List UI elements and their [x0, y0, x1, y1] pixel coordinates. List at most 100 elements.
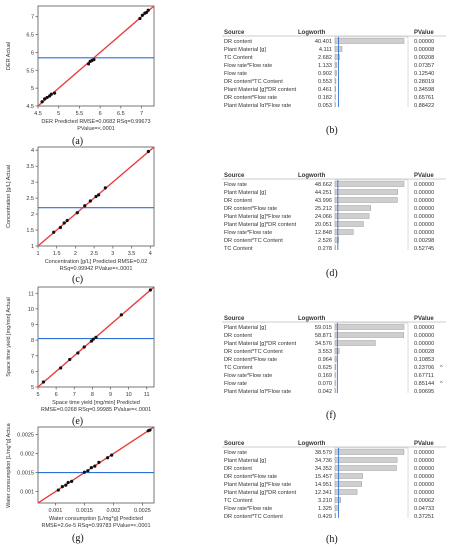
x-tick-label: 0.0015 [76, 508, 93, 514]
row-pvalue: 0.12540 [414, 71, 434, 77]
y-axis-label: Space time yield [mg/min] Actual [6, 297, 12, 376]
actual-vs-predicted-plot-e: 5 6 7 8 9 10 11 5 6 7 8 9 10 11 Space time yield [mg/m… [6, 286, 155, 413]
col-header-source: Source [224, 316, 245, 322]
row-pvalue: 0.00298 [414, 238, 434, 244]
data-point [97, 460, 101, 464]
row-pvalue: 0.00028 [414, 349, 434, 355]
x-tick-label: 2.5 [90, 251, 98, 257]
row-source: DR content*Flow rate [224, 95, 277, 101]
data-point [62, 221, 66, 225]
row-logworth: 0.169 [318, 373, 332, 379]
row-source: DR content [224, 198, 252, 204]
row-logworth: 34.352 [315, 466, 332, 472]
data-point [59, 366, 63, 370]
logworth-bar [334, 505, 338, 511]
row-pvalue: 0.37251 [414, 514, 434, 518]
data-point [91, 337, 95, 341]
row-logworth: 58.871 [315, 333, 332, 339]
y-tick-label: 9 [31, 323, 34, 329]
data-point [119, 313, 123, 317]
actual-vs-predicted-plot-a: 4.5 5 5.5 6 6.5 7 4.5 5 5.5 6 6.5 7 DER Actual DER Pr… [6, 5, 155, 132]
row-logworth: 44.251 [315, 190, 332, 196]
data-point [93, 464, 97, 468]
data-point [82, 470, 86, 474]
x-tick-label: 2 [74, 251, 77, 257]
row-source: Plant Material [g]*DR content [224, 222, 297, 228]
data-point [66, 480, 70, 485]
row-logworth: 20.051 [315, 222, 332, 228]
y-tick-label: 2.5 [26, 196, 34, 202]
data-point [83, 204, 87, 208]
data-point [148, 428, 152, 432]
row-logworth: 0.625 [318, 365, 332, 371]
y-tick-label: 2 [31, 212, 34, 218]
effect-summary-panel-d: Source Logworth PValue Flow rate 48.662 0.000… [222, 170, 446, 288]
row-logworth: 4.111 [319, 47, 332, 53]
data-point [148, 288, 152, 292]
x-tick-label: 0.001 [49, 508, 63, 514]
y-axis-label: Water consumption [L/mg*g] Actual [6, 423, 12, 508]
row-logworth: 34.576 [315, 341, 332, 347]
logworth-bar [334, 457, 398, 463]
row-logworth: 2.682 [318, 55, 332, 61]
panel-label-d: (d) [326, 268, 338, 279]
row-source: DR content [224, 466, 252, 472]
y-tick-label: 10 [28, 307, 34, 313]
logworth-bar [334, 497, 341, 503]
x-tick-label: 10 [126, 392, 132, 398]
logworth-bar [334, 86, 336, 92]
row-logworth: 3.210 [318, 498, 332, 504]
row-pvalue: 0.04733 [414, 506, 434, 512]
row-source: DR content*Flow rate [224, 357, 277, 363]
data-point [89, 466, 93, 470]
y-tick-label: 3 [31, 180, 34, 186]
data-point [49, 92, 53, 96]
y-tick-label: 5 [31, 86, 34, 92]
row-pvalue: 0.34598 [414, 87, 434, 93]
x-tick-label: 6.5 [117, 111, 125, 117]
col-header-pvalue: PValue [414, 30, 434, 36]
logworth-bar [334, 332, 405, 338]
row-pvalue: 0.00000 [414, 333, 434, 339]
row-pvalue: 0.00000 [414, 450, 434, 456]
logworth-bar [334, 197, 398, 203]
row-source: Flow rate [224, 381, 247, 387]
y-tick-label: 7 [31, 354, 34, 360]
logworth-bar [334, 70, 337, 76]
row-source: Flow rate*Flow rate [224, 63, 272, 69]
y-tick-label: 3.5 [26, 164, 34, 170]
data-point [86, 62, 91, 66]
row-logworth: 25.212 [315, 206, 332, 212]
x-tick-label: 4.5 [34, 111, 42, 117]
row-pvalue: 0.00000 [414, 198, 434, 204]
row-logworth: 48.662 [315, 182, 332, 188]
x-tick-label: 11 [144, 392, 150, 398]
effect-summary-panel-b: Source Logworth PValue DR content 40.401 0.00… [222, 27, 446, 145]
row-logworth: 14.951 [315, 482, 332, 488]
x-tick-label: 5.5 [76, 111, 84, 117]
y-tick-label: 5.5 [26, 68, 34, 74]
logworth-bar [334, 340, 376, 346]
row-pvalue: 0.00000 [414, 482, 434, 488]
logworth-bar [334, 229, 354, 235]
data-point [103, 186, 107, 190]
effect-summary-panel-f: Source Logworth PValue Plant Material [g] 59… [222, 313, 446, 431]
row-source: Plant Material [g]*Flow rate [224, 103, 291, 107]
data-point [41, 380, 46, 384]
data-point [52, 230, 56, 234]
row-pvalue: 0.67711 [414, 373, 434, 379]
row-pvalue: 0.00000 [414, 474, 434, 480]
logworth-bar [334, 364, 336, 370]
row-pvalue: 0.00000 [414, 341, 434, 347]
scatter-panel-c: 1 1.5 2 2.5 3 3.5 4 1 1.5 2 2.5 3 3.5 4 Concentration … [0, 143, 160, 289]
data-point [94, 335, 98, 339]
y-axis-label: Concentration [g/L] Actual [6, 165, 12, 228]
row-pvalue: 0.00000 [414, 190, 434, 196]
row-source: Flow rate [224, 71, 247, 77]
row-logworth: 0.461 [318, 87, 332, 93]
y-tick-label: 5 [31, 385, 34, 391]
row-pvalue: 0.00000 [414, 325, 434, 331]
col-header-logworth: Logworth [298, 316, 326, 322]
row-logworth: 0.053 [318, 103, 332, 107]
effect-summary-table-h: Source Logworth PValue Flow rate 38.579 0.000… [222, 441, 446, 518]
